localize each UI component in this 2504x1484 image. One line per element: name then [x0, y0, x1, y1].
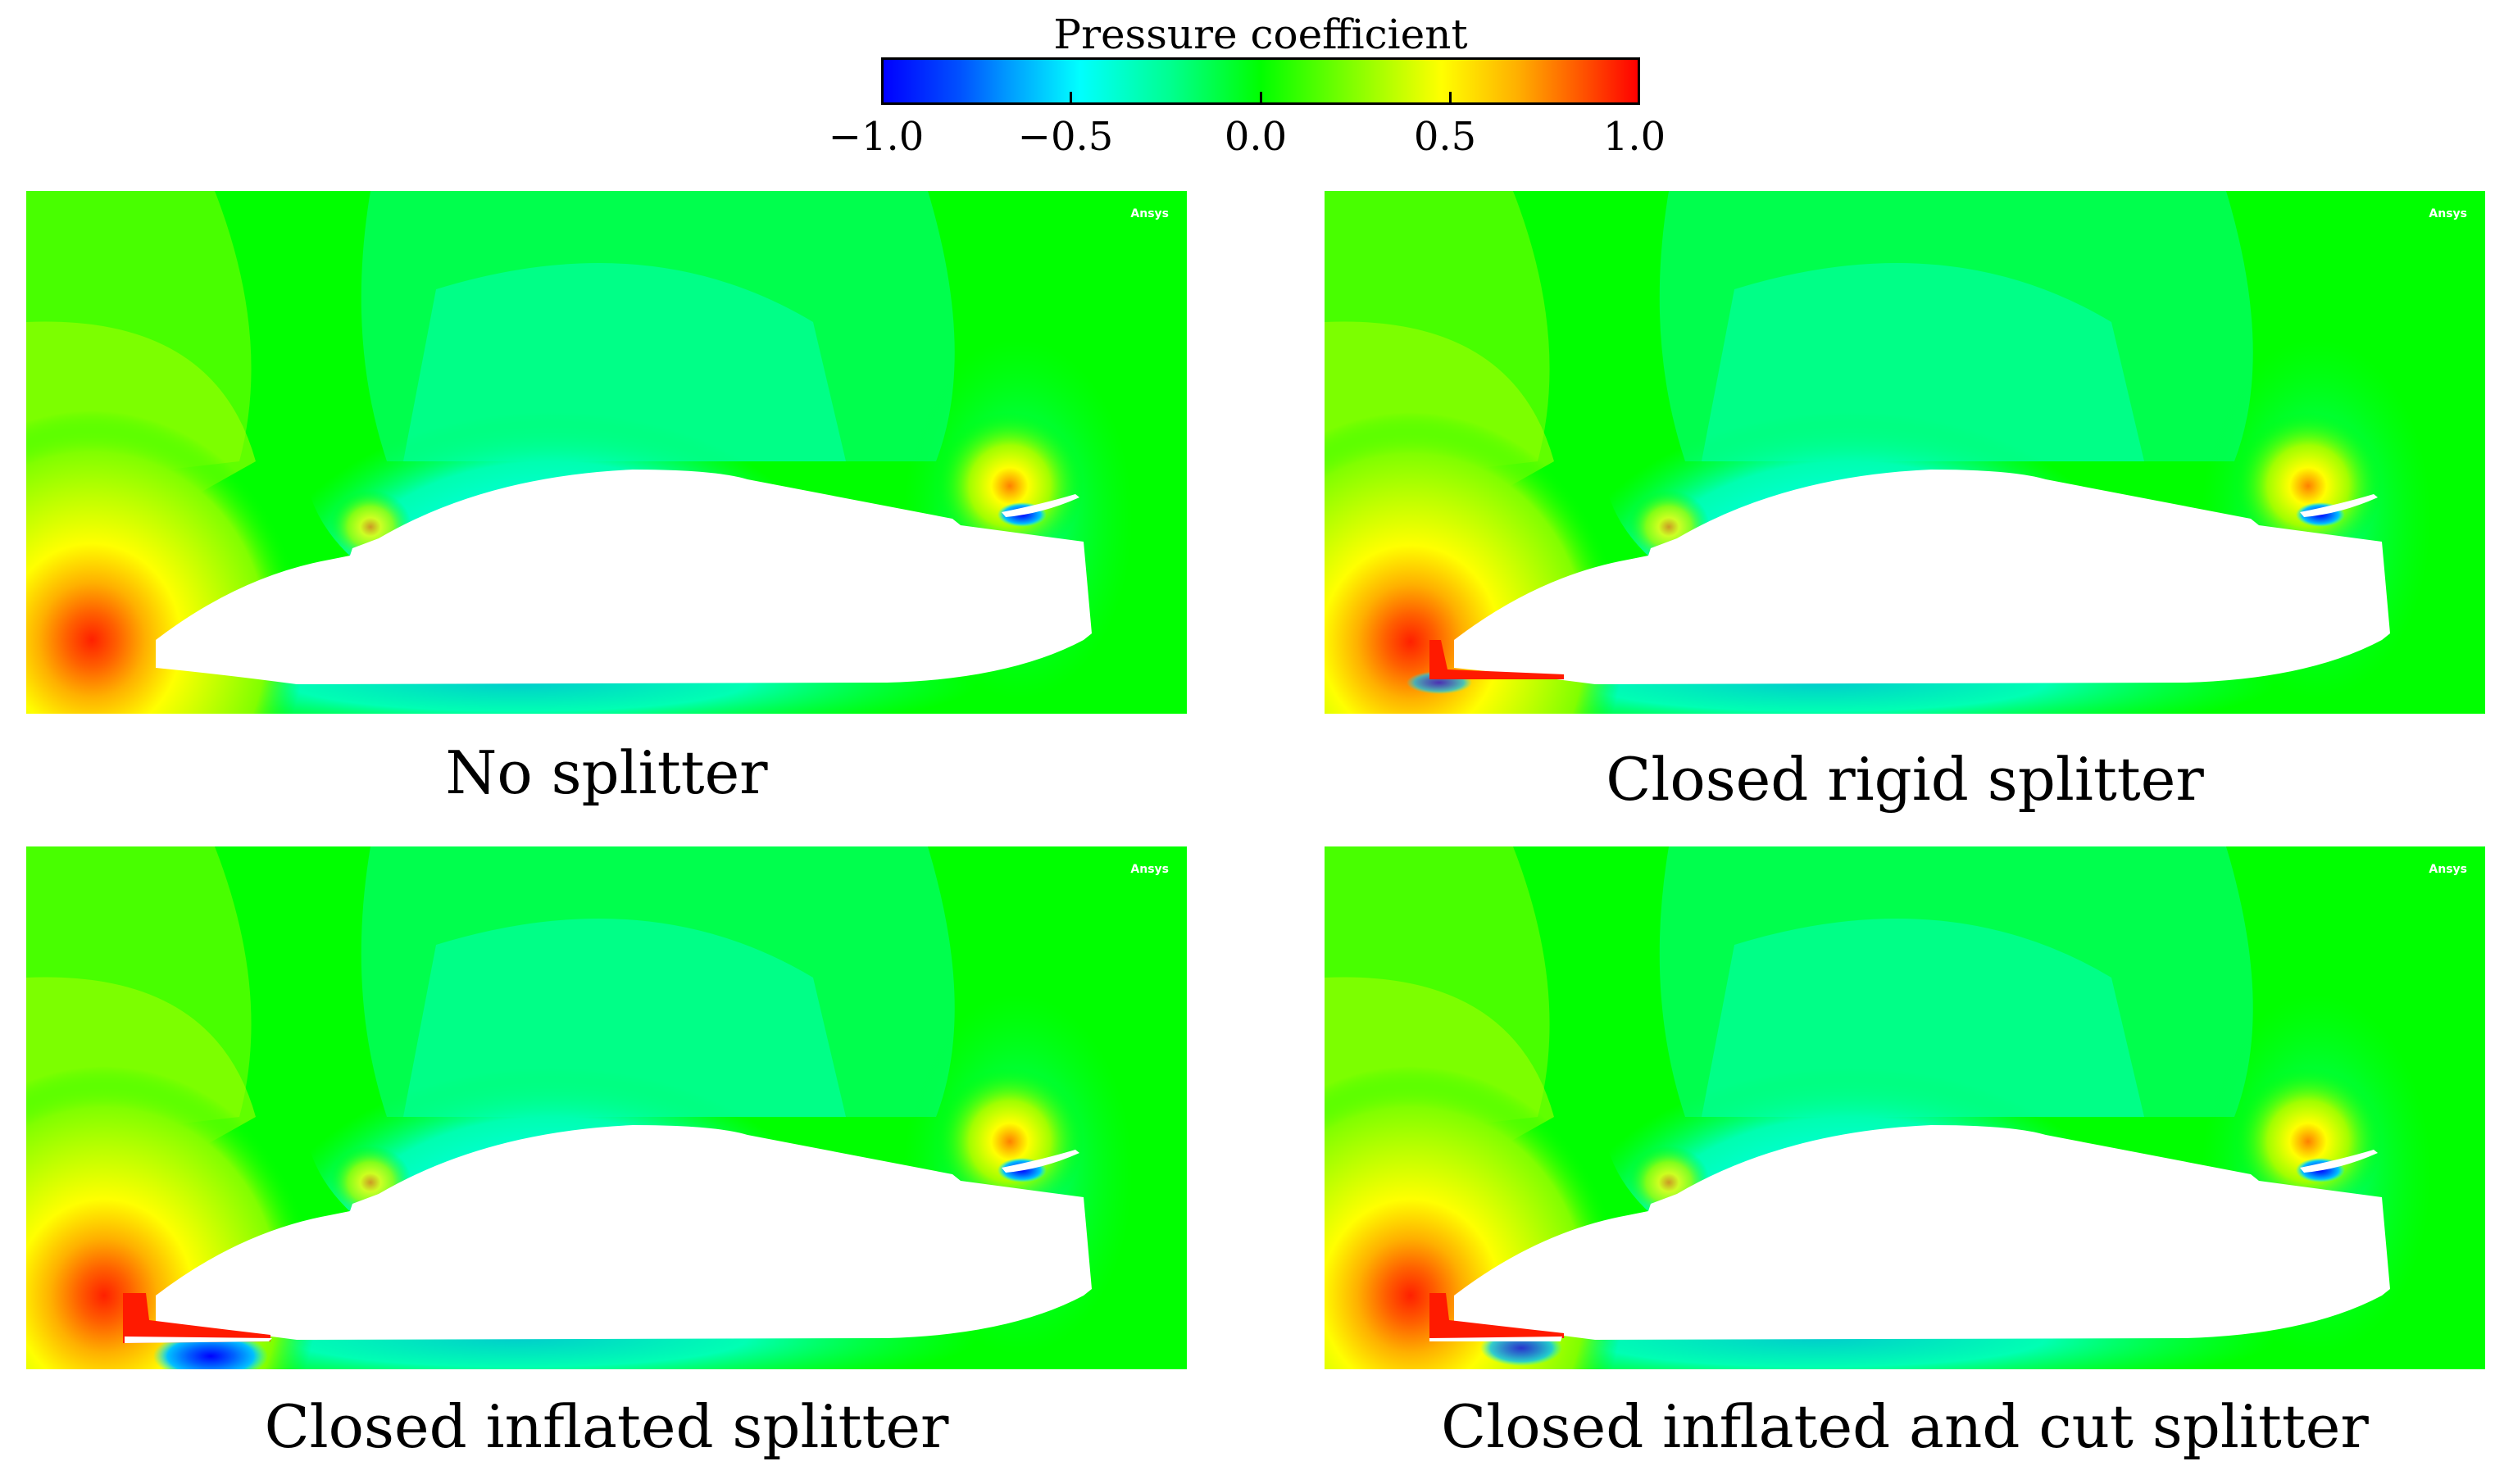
ansys-watermark: Ansys [1130, 863, 1169, 876]
pressure-contour-image [1325, 191, 2485, 714]
pressure-contour-image [26, 191, 1187, 714]
colorbar-tick [1638, 92, 1640, 105]
colorbar-tick-label: 1.0 [1602, 114, 1666, 160]
colorbar-tick-label: −0.5 [1017, 114, 1114, 160]
colorbar-tick-label: 0.5 [1413, 114, 1477, 160]
colorbar-tick [881, 92, 884, 105]
ansys-logo-text: Ansys [2429, 207, 2467, 220]
colorbar-title: Pressure coefficient [1053, 11, 1468, 58]
ansys-watermark: Ansys [1130, 207, 1169, 220]
panel-caption: Closed rigid splitter [1606, 745, 2204, 814]
panel-caption: Closed inflated and cut splitter [1441, 1392, 2369, 1461]
pressure-contour-image [26, 846, 1187, 1369]
colorbar-tick [1260, 92, 1262, 105]
contour-panel-closed-rigid-splitter: Ansys [1325, 191, 2485, 714]
panel-caption: Closed inflated splitter [264, 1392, 949, 1461]
colorbar-tick [1070, 92, 1072, 105]
contour-panel-no-splitter: Ansys [26, 191, 1187, 714]
panel-caption: No splitter [445, 738, 768, 807]
ansys-watermark: Ansys [2429, 863, 2467, 876]
ansys-logo-text: Ansys [2429, 863, 2467, 876]
ansys-logo-text: Ansys [1130, 207, 1169, 220]
ansys-logo-text: Ansys [1130, 863, 1169, 876]
colorbar-tick [1449, 92, 1452, 105]
colorbar-tick-label: −1.0 [828, 114, 925, 160]
pressure-contour-image [1325, 846, 2485, 1369]
ansys-watermark: Ansys [2429, 207, 2467, 220]
colorbar-tick-label: 0.0 [1224, 114, 1288, 160]
contour-panel-closed-inflated-and-cut-splitter: Ansys [1325, 846, 2485, 1369]
contour-panel-closed-inflated-splitter: Ansys [26, 846, 1187, 1369]
